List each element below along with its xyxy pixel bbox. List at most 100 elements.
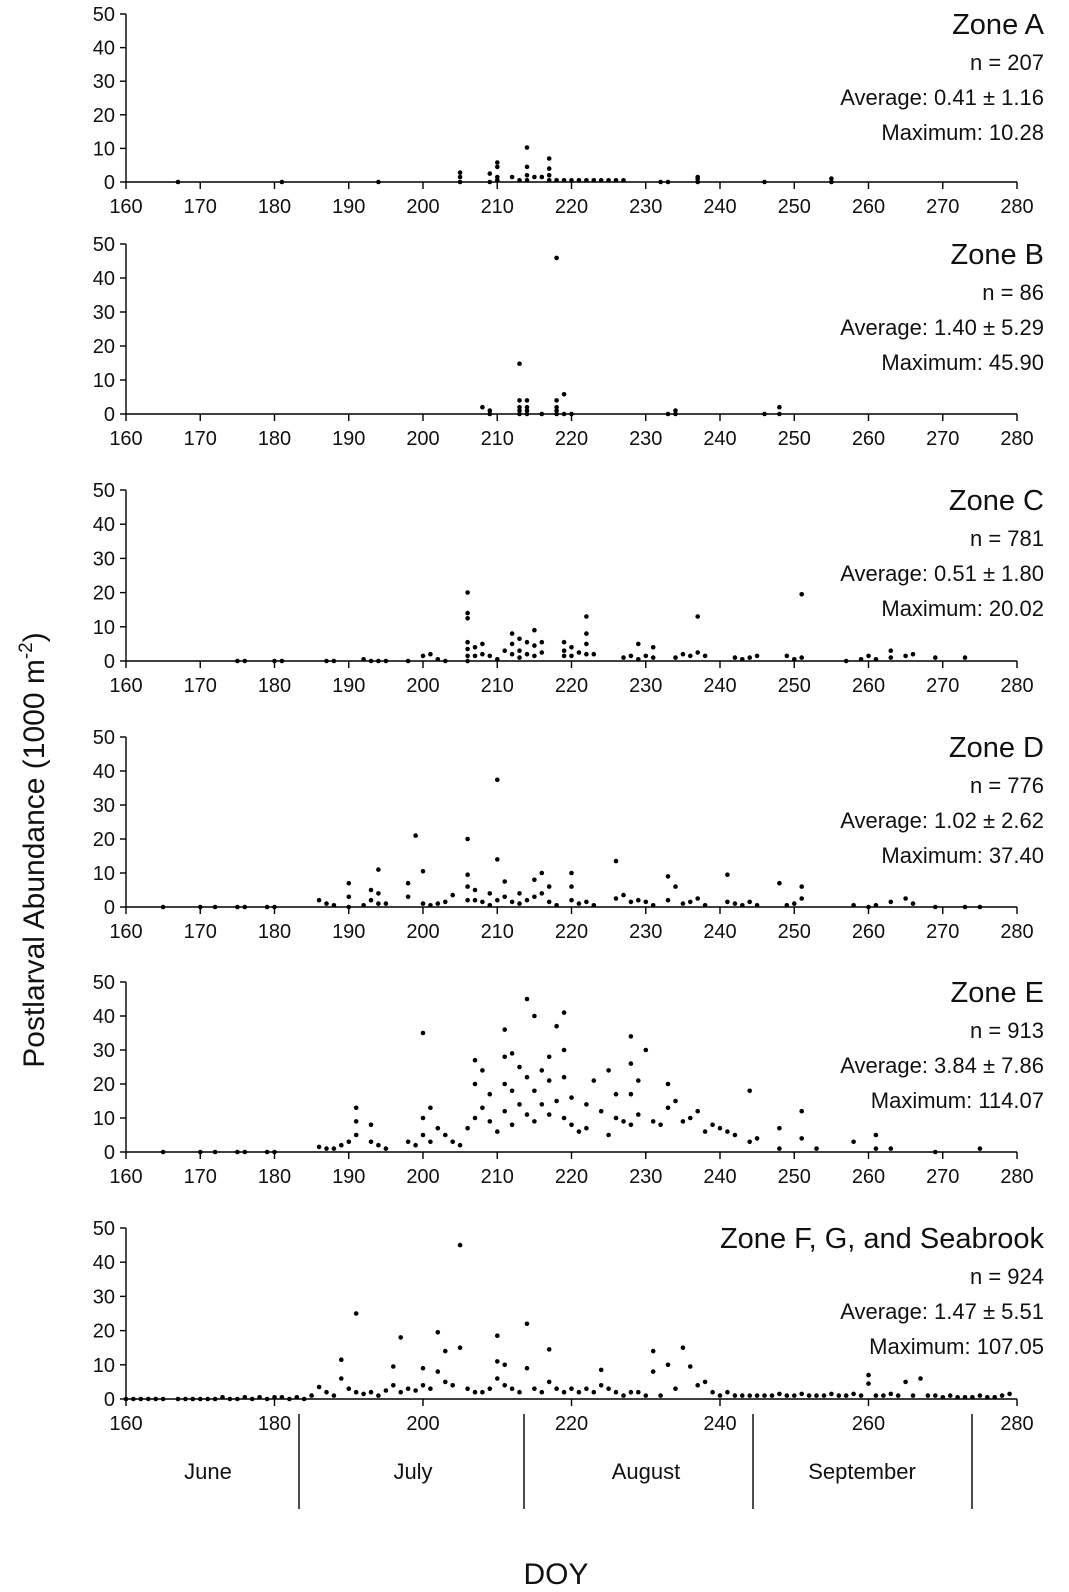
- y-tick-label: 40: [93, 1252, 115, 1274]
- data-point: [858, 1393, 864, 1398]
- data-point: [546, 156, 552, 161]
- data-point: [702, 1379, 708, 1385]
- data-point: [695, 1383, 700, 1388]
- data-point: [405, 894, 411, 900]
- data-point: [554, 1023, 559, 1029]
- data-point: [198, 904, 203, 910]
- data-point: [584, 899, 589, 905]
- data-point: [606, 1068, 611, 1073]
- data-point: [762, 411, 767, 417]
- y-tick-label: 50: [93, 480, 115, 502]
- data-point: [895, 1393, 901, 1398]
- data-point: [212, 904, 218, 910]
- y-tick-label: 30: [93, 1286, 115, 1308]
- data-point: [777, 404, 782, 410]
- y-tick-label: 30: [93, 795, 115, 817]
- data-point: [361, 657, 366, 662]
- data-point: [435, 901, 441, 906]
- data-point: [903, 896, 908, 901]
- data-point: [680, 1119, 686, 1124]
- data-point: [962, 904, 968, 910]
- data-points: [123, 1242, 1012, 1402]
- data-point: [495, 857, 500, 862]
- data-point: [205, 1396, 210, 1402]
- data-point: [584, 651, 589, 657]
- average-label: Average: 1.02 ± 2.62: [840, 808, 1044, 833]
- data-point: [554, 404, 559, 410]
- data-point: [665, 1362, 671, 1368]
- x-tick-label: 210: [481, 921, 514, 943]
- data-point: [636, 641, 641, 647]
- data-point: [717, 1393, 723, 1398]
- data-point: [450, 1139, 456, 1145]
- data-point: [613, 858, 619, 864]
- panel-5: 0 10 20 30 40 50 160 170 180 190 200 210 220 230 240 25…: [93, 972, 1044, 1188]
- data-point: [524, 173, 530, 178]
- data-point: [584, 631, 589, 636]
- data-point: [576, 1129, 582, 1134]
- data-point: [910, 651, 916, 657]
- data-point: [777, 1146, 782, 1151]
- data-point: [532, 643, 537, 648]
- data-point: [754, 1393, 760, 1398]
- data-point: [465, 616, 470, 621]
- data-point: [509, 174, 515, 180]
- data-point: [554, 178, 559, 183]
- data-point: [688, 899, 693, 905]
- data-point: [450, 1383, 456, 1388]
- data-point: [947, 1393, 953, 1398]
- data-point: [732, 1132, 738, 1138]
- data-point: [777, 411, 782, 417]
- data-point: [621, 655, 626, 660]
- data-point: [272, 1149, 277, 1155]
- data-point: [539, 1068, 545, 1073]
- data-point: [903, 653, 908, 659]
- data-point: [480, 1068, 485, 1073]
- data-point: [933, 655, 938, 660]
- data-point: [606, 178, 611, 183]
- data-point: [621, 892, 626, 898]
- x-tick-label: 230: [629, 428, 662, 450]
- data-point: [339, 1376, 344, 1381]
- data-point: [353, 1132, 359, 1138]
- data-point: [576, 901, 582, 906]
- data-point: [636, 1389, 641, 1395]
- data-point: [710, 1389, 715, 1395]
- x-tick-label: 180: [258, 196, 291, 218]
- data-point: [457, 1345, 463, 1350]
- data-point: [881, 1393, 886, 1398]
- data-point: [524, 411, 530, 417]
- x-tick-label: 260: [852, 1166, 885, 1188]
- data-point: [353, 1389, 359, 1395]
- data-point: [792, 1393, 797, 1398]
- data-point: [784, 1393, 790, 1398]
- data-point: [405, 1139, 411, 1145]
- data-point: [480, 1105, 485, 1111]
- data-point: [480, 899, 485, 905]
- data-point: [762, 179, 767, 185]
- maximum-label: Maximum: 107.05: [869, 1334, 1044, 1359]
- data-point: [465, 590, 470, 595]
- data-point: [279, 179, 285, 185]
- data-point: [970, 1395, 975, 1400]
- month-strip: June July August September: [184, 1414, 973, 1509]
- data-point: [866, 1381, 871, 1386]
- x-tick-label: 240: [703, 196, 736, 218]
- month-label: September: [808, 1459, 916, 1484]
- data-point: [272, 1395, 277, 1400]
- data-point: [524, 639, 530, 645]
- data-point: [985, 1395, 990, 1400]
- data-point: [443, 658, 448, 664]
- x-tick-label: 170: [184, 675, 217, 697]
- data-point: [509, 641, 515, 647]
- data-point: [487, 171, 493, 176]
- data-point: [502, 1362, 508, 1368]
- data-points: [480, 255, 782, 417]
- data-point: [561, 392, 567, 397]
- data-point: [509, 631, 515, 636]
- x-tick-label: 240: [703, 1166, 736, 1188]
- data-point: [346, 1386, 352, 1391]
- x-tick-label: 270: [926, 675, 959, 697]
- x-tick-label: 260: [852, 196, 885, 218]
- data-point: [331, 658, 337, 664]
